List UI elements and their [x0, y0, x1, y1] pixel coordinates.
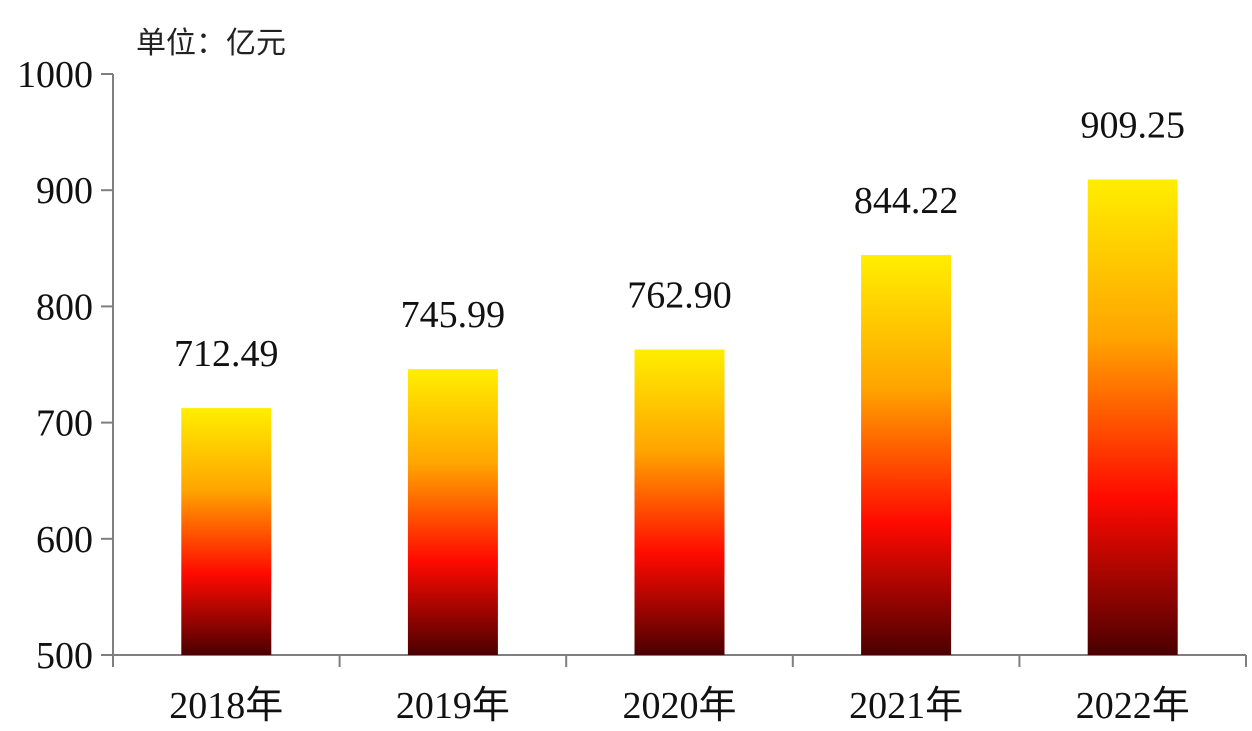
data-label: 762.90 — [627, 275, 732, 317]
unit-label: 单位：亿元 — [136, 26, 286, 61]
y-tick-label: 600 — [36, 519, 93, 561]
data-label: 909.25 — [1080, 104, 1185, 146]
bars — [181, 179, 1178, 655]
bar-2020年 — [634, 349, 725, 655]
labels: 712.49 2018年 745.99 2019年 762.90 2020年 844.22 2… — [169, 104, 1189, 727]
x-tick-label: 2020年 — [622, 685, 736, 727]
y-tick-label: 1000 — [17, 54, 93, 96]
data-label: 844.22 — [854, 180, 959, 222]
y-tick-label: 800 — [36, 286, 93, 328]
x-tick-label: 2018年 — [169, 685, 283, 727]
bar-2018年 — [181, 408, 272, 655]
bar-2022年 — [1087, 179, 1178, 655]
y-tick-label: 900 — [36, 170, 93, 212]
y-tick-label: 700 — [36, 403, 93, 445]
bar-2021年 — [861, 255, 952, 655]
data-label: 712.49 — [174, 333, 279, 375]
x-tick-label: 2021年 — [849, 685, 963, 727]
data-label: 745.99 — [401, 294, 506, 336]
x-tick-label: 2022年 — [1076, 685, 1190, 727]
x-tick-label: 2019年 — [396, 685, 510, 727]
y-tick-label: 500 — [36, 635, 93, 677]
bar-2019年 — [407, 369, 498, 655]
